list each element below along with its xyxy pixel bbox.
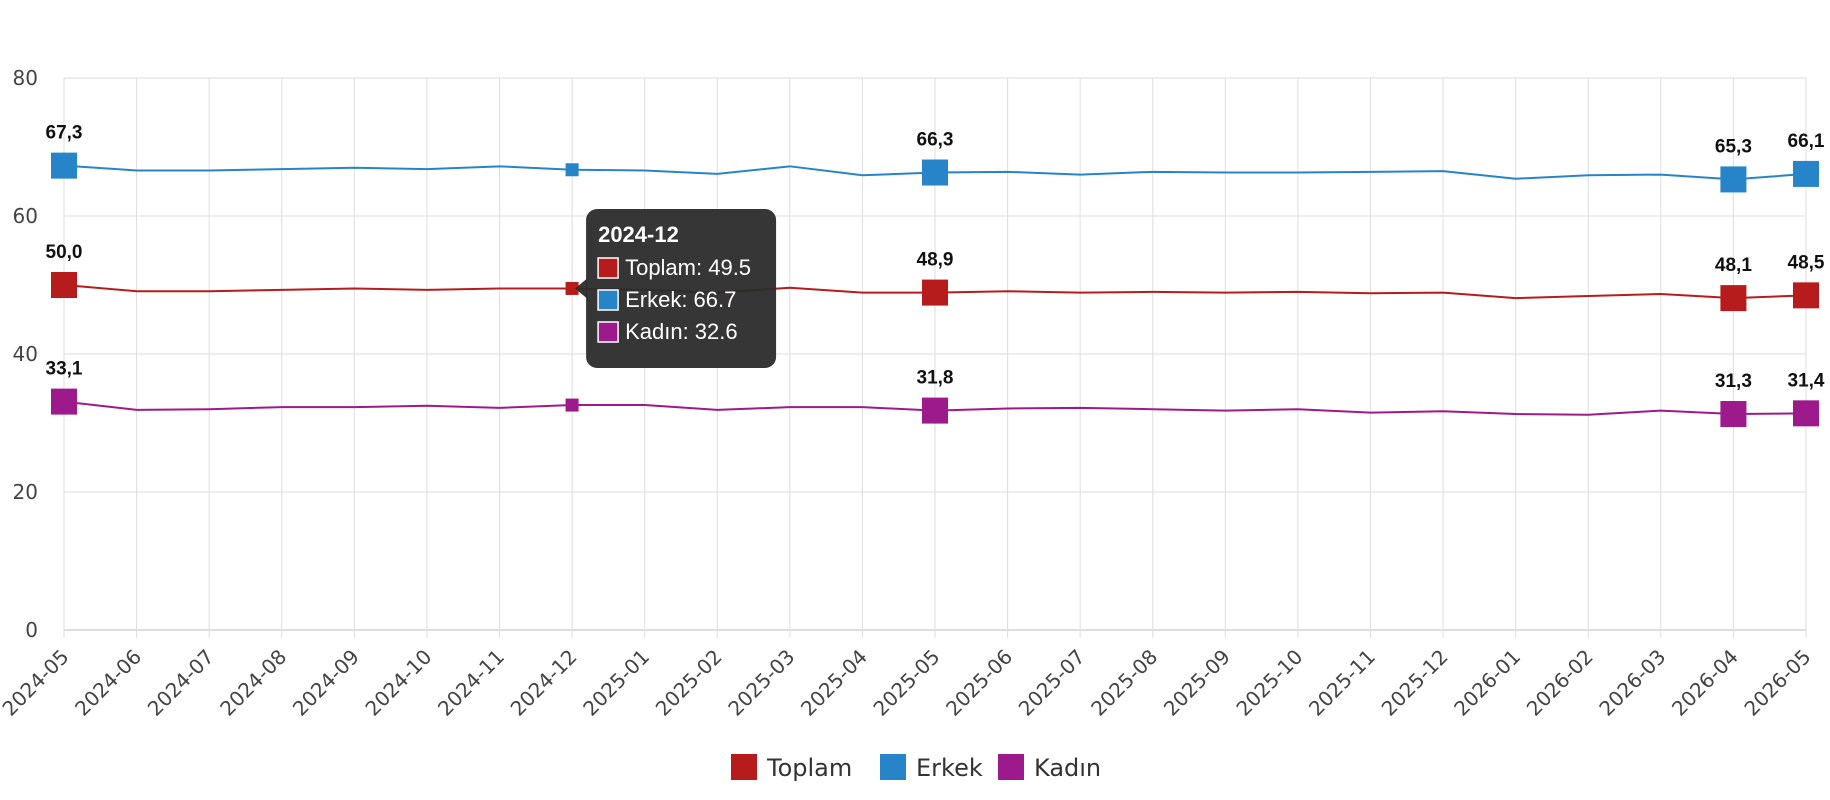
y-tick-label: 40 (13, 342, 38, 366)
x-tick-label: 2025-10 (1231, 645, 1307, 721)
tooltip-swatch (597, 289, 619, 311)
x-tick-label: 2024-06 (70, 645, 146, 721)
tooltip-title: 2024-12 (598, 222, 679, 247)
x-tick-label: 2024-07 (143, 645, 219, 721)
data-label: 65,3 (1715, 136, 1752, 157)
tooltip-box (586, 209, 777, 368)
data-label: 48,9 (917, 250, 954, 271)
axes: 0204060802024-052024-062024-072024-08202… (0, 66, 1816, 721)
tooltip-swatch (597, 257, 619, 279)
tooltip: 2024-12 Toplam: 49.5 Erkek: 66.7 Kadın: 32.… (575, 209, 777, 368)
data-label: 67,3 (46, 123, 83, 144)
x-tick-label: 2026-03 (1594, 645, 1670, 721)
data-label: 66,1 (1788, 131, 1825, 152)
legend-swatch-erkek (880, 754, 906, 780)
data-point (922, 279, 948, 306)
data-point (922, 159, 948, 186)
x-tick-label: 2026-04 (1667, 645, 1743, 721)
y-tick-label: 60 (13, 204, 38, 228)
x-tick-label: 2025-09 (1159, 645, 1235, 721)
data-point (51, 272, 77, 298)
x-tick-label: 2025-03 (723, 645, 799, 721)
data-point (922, 397, 948, 424)
data-label: 33,1 (46, 359, 83, 380)
data-point (51, 152, 77, 179)
x-tick-label: 2024-10 (360, 645, 436, 721)
x-tick-label: 2025-06 (941, 645, 1017, 721)
x-tick-label: 2026-01 (1449, 645, 1525, 721)
x-tick-label: 2024-05 (0, 645, 74, 721)
x-tick-label: 2024-11 (433, 645, 509, 721)
data-point (565, 281, 579, 295)
legend-label: Erkek (916, 754, 983, 782)
x-tick-label: 2024-09 (288, 645, 364, 721)
data-point (1720, 401, 1747, 428)
legend-label: Toplam (766, 754, 852, 782)
x-tick-label: 2025-01 (578, 645, 654, 721)
legend-label: Kadın (1034, 754, 1101, 782)
x-tick-label: 2025-11 (1304, 645, 1380, 721)
legend: Toplam Erkek Kadın (731, 754, 1101, 782)
data-point (565, 163, 579, 177)
data-point (1720, 166, 1747, 193)
tooltip-line: Erkek: 66.7 (625, 287, 736, 312)
x-tick-label: 2024-08 (215, 645, 291, 721)
legend-swatch-kadın (998, 754, 1024, 780)
x-tick-label: 2025-07 (1014, 645, 1090, 721)
data-point (1720, 285, 1747, 312)
data-labels: 50,0 48,9 48,1 48,5 67,3 66,3 65,3 66,1 33,1 31,8… (46, 123, 1825, 392)
data-point (1793, 400, 1819, 427)
tooltip-line: Toplam: 49.5 (625, 255, 751, 280)
tooltip-swatch (597, 321, 619, 343)
y-tick-label: 20 (13, 480, 38, 504)
x-tick-label: 2026-05 (1739, 645, 1815, 721)
y-tick-label: 80 (13, 66, 38, 90)
data-label: 31,4 (1788, 370, 1825, 391)
data-label: 31,3 (1715, 371, 1752, 392)
data-label: 31,8 (917, 368, 954, 389)
x-tick-label: 2025-02 (651, 645, 727, 721)
series-group (51, 152, 1819, 428)
tooltip-pointer (575, 278, 588, 299)
data-label: 66,3 (917, 130, 954, 151)
x-tick-label: 2025-05 (868, 645, 944, 721)
x-tick-label: 2025-04 (796, 645, 872, 721)
data-point (1793, 282, 1819, 309)
x-tick-label: 2026-02 (1522, 645, 1598, 721)
x-tick-label: 2025-12 (1377, 645, 1453, 721)
tooltip-line: Kadın: 32.6 (625, 319, 738, 344)
data-point (1793, 160, 1819, 187)
data-label: 48,5 (1788, 252, 1825, 273)
y-tick-label: 0 (25, 618, 38, 642)
x-tick-label: 2025-08 (1086, 645, 1162, 721)
data-point (565, 398, 579, 412)
data-point (51, 388, 77, 415)
legend-swatch-toplam (731, 754, 757, 780)
x-tick-label: 2024-12 (506, 645, 582, 721)
data-label: 48,1 (1715, 255, 1752, 276)
data-label: 50,0 (46, 242, 83, 263)
